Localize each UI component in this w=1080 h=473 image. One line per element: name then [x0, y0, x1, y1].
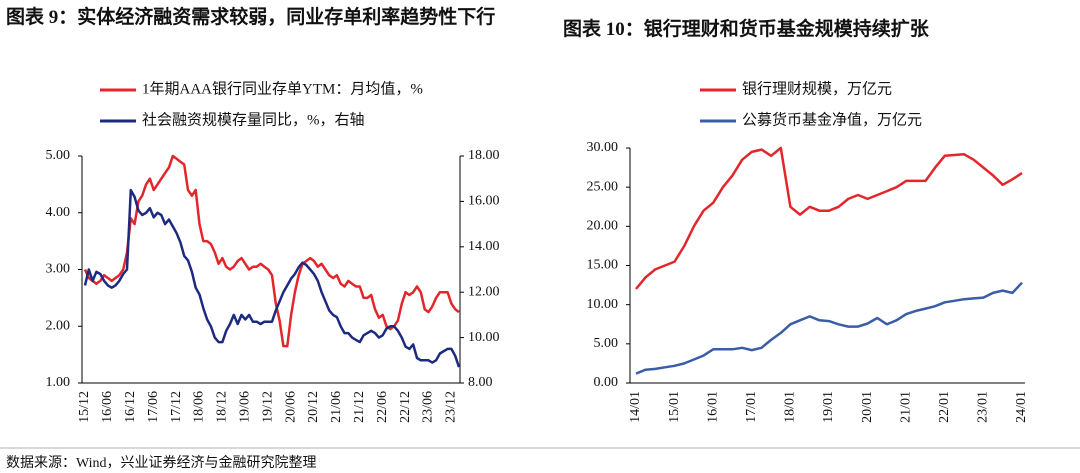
x-tick-label: 18/01: [783, 391, 798, 423]
x-tick-label: 19/06: [238, 391, 253, 423]
y-tick-label: 10.00: [587, 297, 619, 312]
x-tick-label: 16/06: [100, 391, 115, 423]
x-tick-label: 22/12: [398, 391, 413, 423]
x-tick-label: 18/12: [215, 391, 230, 423]
x-tick-label: 14/01: [628, 391, 643, 423]
x-tick-label: 15/01: [667, 391, 682, 423]
y-tick-label: 2.00: [46, 318, 71, 333]
y-tick-label: 3.00: [46, 262, 71, 277]
x-tick-label: 23/06: [421, 391, 436, 423]
y2-tick-label: 16.00: [468, 194, 500, 209]
x-tick-label: 23/01: [976, 391, 991, 423]
x-tick-label: 22/06: [375, 391, 390, 423]
x-tick-label: 17/01: [744, 391, 759, 423]
x-tick-label: 23/12: [444, 391, 459, 423]
chart-title: 图表 10：银行理财和货币基金规模持续扩张: [563, 19, 929, 40]
x-tick-label: 22/01: [937, 391, 952, 423]
y2-tick-label: 10.00: [468, 330, 500, 345]
legend-label: 公募货币基金净值，万亿元: [742, 111, 922, 128]
x-tick-label: 15/12: [77, 391, 92, 423]
x-tick-label: 21/12: [352, 391, 367, 423]
y-tick-label: 0.00: [594, 375, 619, 390]
x-tick-label: 19/01: [821, 391, 836, 423]
x-tick-label: 21/06: [329, 391, 344, 423]
y-tick-label: 15.00: [587, 258, 619, 273]
y-tick-label: 4.00: [46, 205, 71, 220]
x-tick-label: 17/12: [169, 391, 184, 423]
x-tick-label: 16/12: [123, 391, 138, 423]
x-tick-label: 20/01: [860, 391, 875, 423]
series-line: [635, 146, 1023, 290]
series-line: [635, 281, 1023, 375]
x-tick-label: 16/01: [705, 391, 720, 423]
chart-title: 图表 9：实体经济融资需求较弱，同业存单利率趋势性下行: [6, 7, 496, 28]
y-tick-label: 5.00: [594, 336, 619, 351]
source-note: 数据来源：Wind，兴业证券经济与金融研究院整理: [6, 456, 317, 471]
y2-tick-label: 14.00: [468, 239, 500, 254]
x-tick-label: 20/12: [306, 391, 321, 423]
y2-tick-label: 18.00: [468, 148, 500, 163]
x-tick-label: 21/01: [898, 391, 913, 423]
y2-tick-label: 12.00: [468, 284, 500, 299]
legend-label: 银行理财规模，万亿元: [742, 80, 892, 97]
legend-label: 1年期AAA银行同业存单YTM：月均值，%: [142, 80, 423, 97]
y-tick-label: 5.00: [46, 148, 71, 163]
series-line: [83, 188, 461, 368]
y-tick-label: 20.00: [587, 219, 619, 234]
y-tick-label: 1.00: [46, 375, 71, 390]
y-tick-label: 25.00: [587, 179, 619, 194]
x-tick-label: 18/06: [192, 391, 207, 423]
x-tick-label: 20/06: [283, 391, 298, 423]
y2-tick-label: 8.00: [468, 375, 493, 390]
x-tick-label: 24/01: [1014, 391, 1029, 423]
y-tick-label: 30.00: [587, 140, 619, 155]
legend-label: 社会融资规模存量同比，%，右轴: [142, 111, 365, 128]
x-tick-label: 17/06: [146, 391, 161, 423]
series-line: [83, 154, 460, 348]
x-tick-label: 19/12: [260, 391, 275, 423]
